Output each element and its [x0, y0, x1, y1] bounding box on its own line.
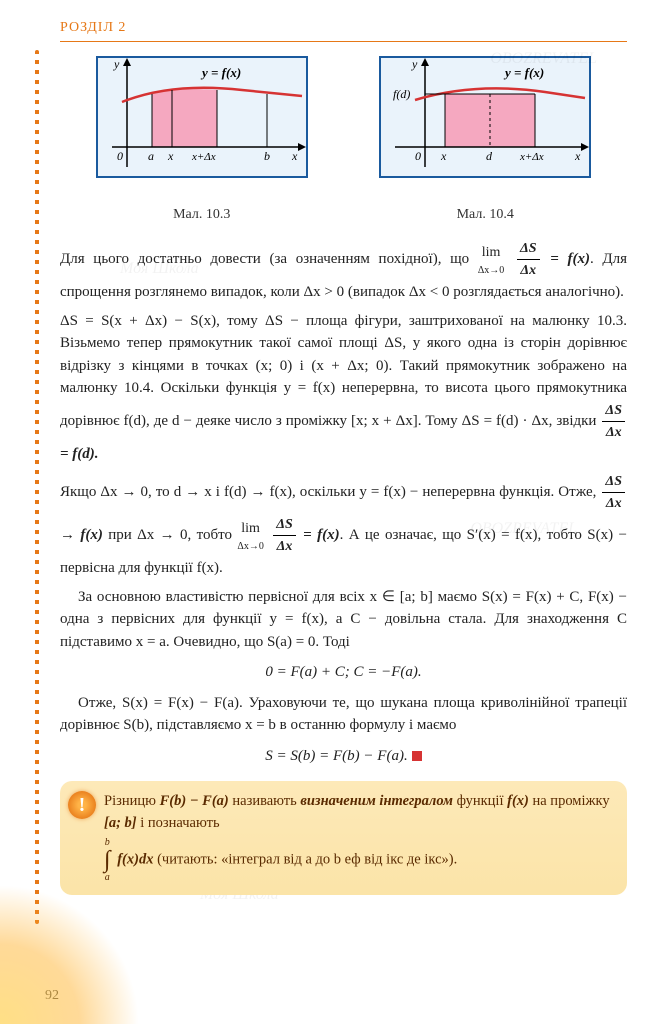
svg-text:d: d — [486, 149, 493, 163]
text: Для цього достатньо довести (за означенн… — [60, 251, 478, 267]
qed-square-icon — [412, 751, 422, 761]
paragraph-1: Для цього достатньо довести (за означенн… — [60, 238, 627, 304]
corner-decoration — [0, 884, 140, 1024]
text: ΔS = S(x + Δx) − S(x), тому ΔS − площа ф… — [60, 313, 627, 429]
figure-10-4: f(d) 0 x d x+Δx x y y = f(x) Мал. 10.4 — [375, 52, 595, 223]
paragraph-5: Отже, S(x) = F(x) − F(a). Ураховуючи те,… — [60, 692, 627, 737]
exclamation-icon: ! — [68, 791, 96, 819]
fraction: ΔSΔx — [602, 471, 625, 514]
svg-text:x: x — [574, 149, 581, 163]
page-number: 92 — [45, 988, 59, 1004]
body-text: Для цього достатньо довести (за означенн… — [60, 238, 627, 767]
equation-2: S = S(b) = F(b) − F(a). — [60, 745, 627, 768]
text: Отже, S(x) = F(x) − F(a). Ураховуючи те,… — [60, 695, 627, 734]
text: при Δx → 0, тобто — [108, 527, 237, 543]
text: За основною властивістю первісної для вс… — [60, 589, 627, 650]
svg-text:y = f(x): y = f(x) — [200, 65, 241, 80]
equals-fd: = f(d). — [60, 446, 99, 462]
figures-row: 0 a x x+Δx b x y y = f(x) Мал. 10.3 — [60, 52, 627, 223]
margin-dots — [35, 50, 39, 924]
text: функції — [457, 793, 508, 809]
text: визначеним інтегралом — [300, 793, 453, 809]
svg-text:b: b — [264, 149, 270, 163]
figure-caption: Мал. 10.4 — [375, 207, 595, 223]
text: називають — [232, 793, 300, 809]
equals-fx: = f(x) — [550, 251, 590, 267]
text: f(x) — [507, 793, 529, 809]
paragraph-4: За основною властивістю первісної для вс… — [60, 586, 627, 654]
limit-expr: limΔx→0 — [237, 518, 263, 554]
text: Різницю — [104, 793, 160, 809]
section-label: РОЗДІЛ 2 — [60, 20, 627, 36]
svg-text:x+Δx: x+Δx — [191, 151, 216, 163]
svg-text:x: x — [167, 149, 174, 163]
fraction: ΔSΔx — [517, 238, 540, 281]
fraction: ΔSΔx — [273, 514, 296, 557]
fraction: ΔSΔx — [602, 400, 625, 443]
limit-expr: limΔx→0 — [478, 242, 504, 278]
chart-10-3: 0 a x x+Δx b x y y = f(x) — [92, 52, 312, 202]
equation-1: 0 = F(a) + C; C = −F(a). — [60, 661, 627, 684]
header-divider — [60, 41, 627, 42]
text: Якщо Δx → 0, то d → x і f(d) → f(x), оск… — [60, 484, 600, 500]
svg-text:a: a — [148, 149, 154, 163]
svg-text:x: x — [440, 149, 447, 163]
svg-text:x: x — [291, 149, 298, 163]
svg-text:y: y — [113, 57, 120, 71]
text: на проміжку — [532, 793, 609, 809]
figure-10-3: 0 a x x+Δx b x y y = f(x) Мал. 10.3 — [92, 52, 312, 223]
text: і позначають — [140, 815, 219, 831]
equals-fx: = f(x) — [303, 527, 339, 543]
chart-10-4: f(d) 0 x d x+Δx x y y = f(x) — [375, 52, 595, 202]
textbook-page: OBOZREVATEL Моя Школа OBOZREVATEL Моя Шк… — [0, 0, 657, 1024]
text: (читають: «інтеграл від a до b еф від ік… — [157, 851, 457, 867]
svg-text:0: 0 — [117, 149, 123, 163]
figure-caption: Мал. 10.3 — [92, 207, 312, 223]
svg-text:y = f(x): y = f(x) — [503, 65, 544, 80]
text: [a; b] — [104, 815, 137, 831]
svg-text:0: 0 — [415, 149, 421, 163]
definition-callout: ! Різницю F(b) − F(a) називають визначен… — [60, 781, 627, 895]
paragraph-3: Якщо Δx → 0, то d → x і f(d) → f(x), оск… — [60, 471, 627, 580]
svg-text:y: y — [411, 57, 418, 71]
text: F(b) − F(a) — [160, 793, 229, 809]
text: f(x)dx — [117, 851, 153, 867]
svg-text:f(d): f(d) — [393, 87, 410, 101]
svg-text:x+Δx: x+Δx — [519, 151, 544, 163]
integral-symbol: b ∫ a — [104, 835, 111, 885]
paragraph-2: ΔS = S(x + Δx) − S(x), тому ΔS − площа ф… — [60, 310, 627, 466]
arrow-fx: → f(x) — [60, 527, 103, 543]
